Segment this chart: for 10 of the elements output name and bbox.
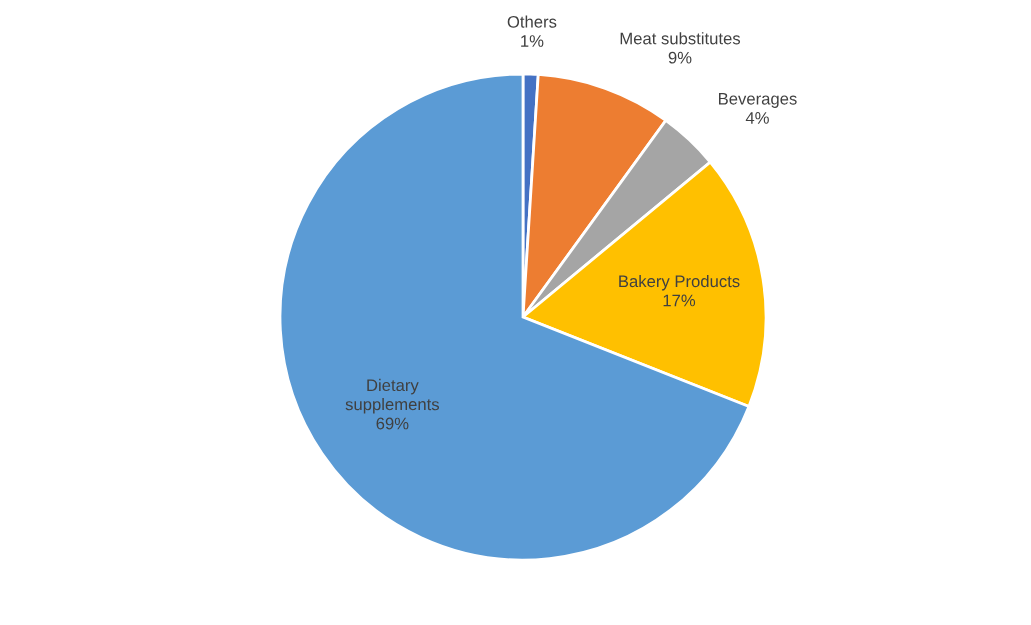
slice-label: Bakery Products (619, 274, 740, 291)
data-label: 17% (663, 294, 696, 307)
data-label: 9% (668, 51, 692, 64)
slice-label: Meat substitutes (620, 32, 741, 45)
data-label: 4% (745, 112, 769, 124)
data-label: 1% (521, 35, 544, 47)
slice-label: Beverages (718, 93, 797, 108)
data-label: 69% (376, 417, 409, 430)
slice-label: Dietary supplements (345, 378, 440, 414)
slice-label: Others (507, 15, 557, 28)
